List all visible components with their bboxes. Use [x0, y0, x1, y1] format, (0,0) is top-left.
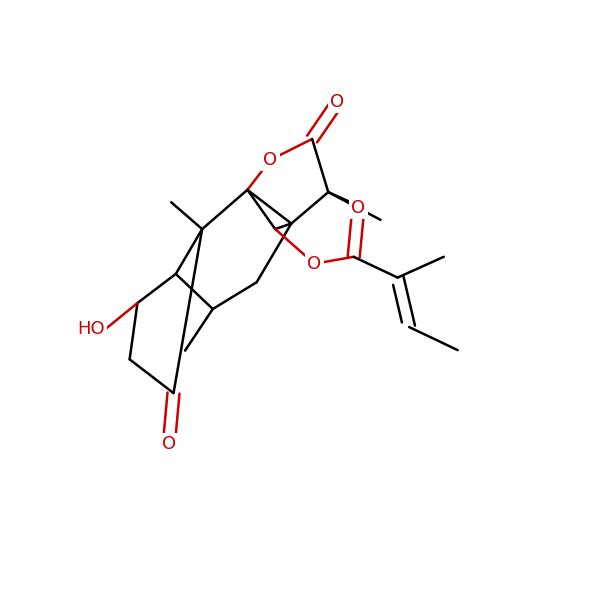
- Text: O: O: [351, 199, 365, 217]
- Text: O: O: [331, 93, 344, 111]
- Text: HO: HO: [77, 320, 105, 338]
- Text: O: O: [162, 435, 176, 453]
- Text: O: O: [307, 255, 322, 273]
- Text: O: O: [263, 151, 278, 169]
